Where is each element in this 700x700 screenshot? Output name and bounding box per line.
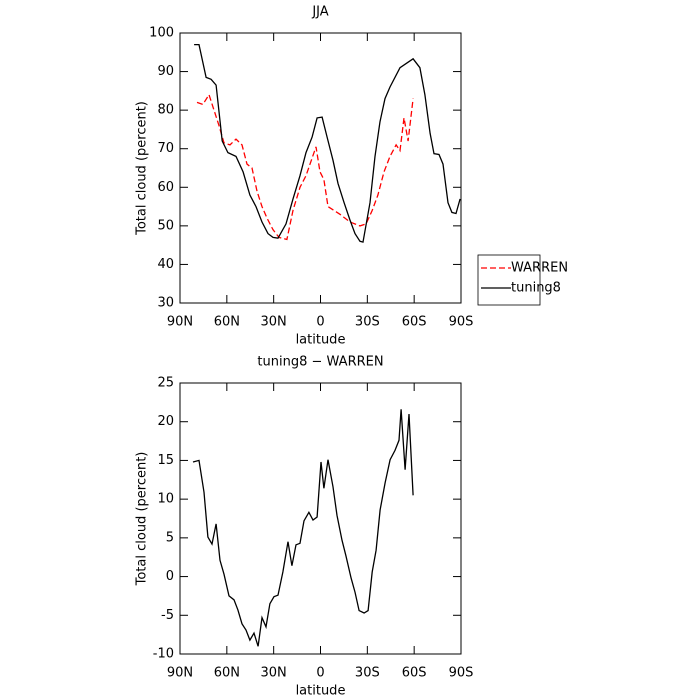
y-tick-label: 80 — [157, 103, 174, 118]
data-line — [196, 93, 414, 241]
x-tick-label: 60S — [402, 315, 427, 330]
x-tick-label: 90S — [449, 666, 474, 681]
y-tick-label: 15 — [157, 453, 174, 468]
y-tick-label: 70 — [157, 141, 174, 156]
y-tick-label: 40 — [157, 257, 174, 272]
y-tick-label: -5 — [161, 608, 174, 623]
plot-frame — [179, 382, 462, 655]
x-tick-label: 90N — [167, 315, 193, 330]
x-tick-label: 60S — [402, 666, 427, 681]
legend-label: WARREN — [511, 261, 568, 276]
y-axis-label: Total cloud (percent) — [135, 101, 150, 236]
y-tick-label: 100 — [149, 26, 174, 41]
plot-frame — [179, 32, 462, 304]
y-tick-label: 50 — [157, 218, 174, 233]
x-tick-label: 0 — [316, 315, 324, 330]
y-tick-label: 90 — [157, 64, 174, 79]
x-tick-label: 60N — [214, 666, 240, 681]
x-tick-label: 30S — [355, 315, 380, 330]
chart-title: JJA — [311, 5, 328, 20]
data-line — [192, 409, 414, 647]
y-tick-label: 10 — [157, 492, 174, 507]
x-tick-label: 90S — [449, 315, 474, 330]
x-tick-label: 90N — [167, 666, 193, 681]
x-axis-label: latitude — [296, 684, 346, 699]
data-line — [194, 43, 461, 243]
x-tick-label: 60N — [214, 315, 240, 330]
chart-title: tuning8 − WARREN — [257, 355, 383, 370]
x-tick-label: 30N — [261, 666, 287, 681]
x-tick-label: 0 — [316, 666, 324, 681]
y-tick-label: 60 — [157, 180, 174, 195]
legend-box — [477, 254, 541, 306]
x-tick-label: 30S — [355, 666, 380, 681]
y-axis-label: Total cloud (percent) — [135, 452, 150, 587]
x-tick-label: 30N — [261, 315, 287, 330]
y-tick-label: 5 — [166, 530, 174, 545]
y-tick-label: 30 — [157, 296, 174, 311]
y-tick-label: 0 — [166, 569, 174, 584]
legend-label: tuning8 — [511, 281, 561, 296]
y-tick-label: -10 — [153, 647, 174, 662]
y-tick-label: 20 — [157, 414, 174, 429]
x-axis-label: latitude — [296, 333, 346, 348]
y-tick-label: 25 — [157, 376, 174, 391]
